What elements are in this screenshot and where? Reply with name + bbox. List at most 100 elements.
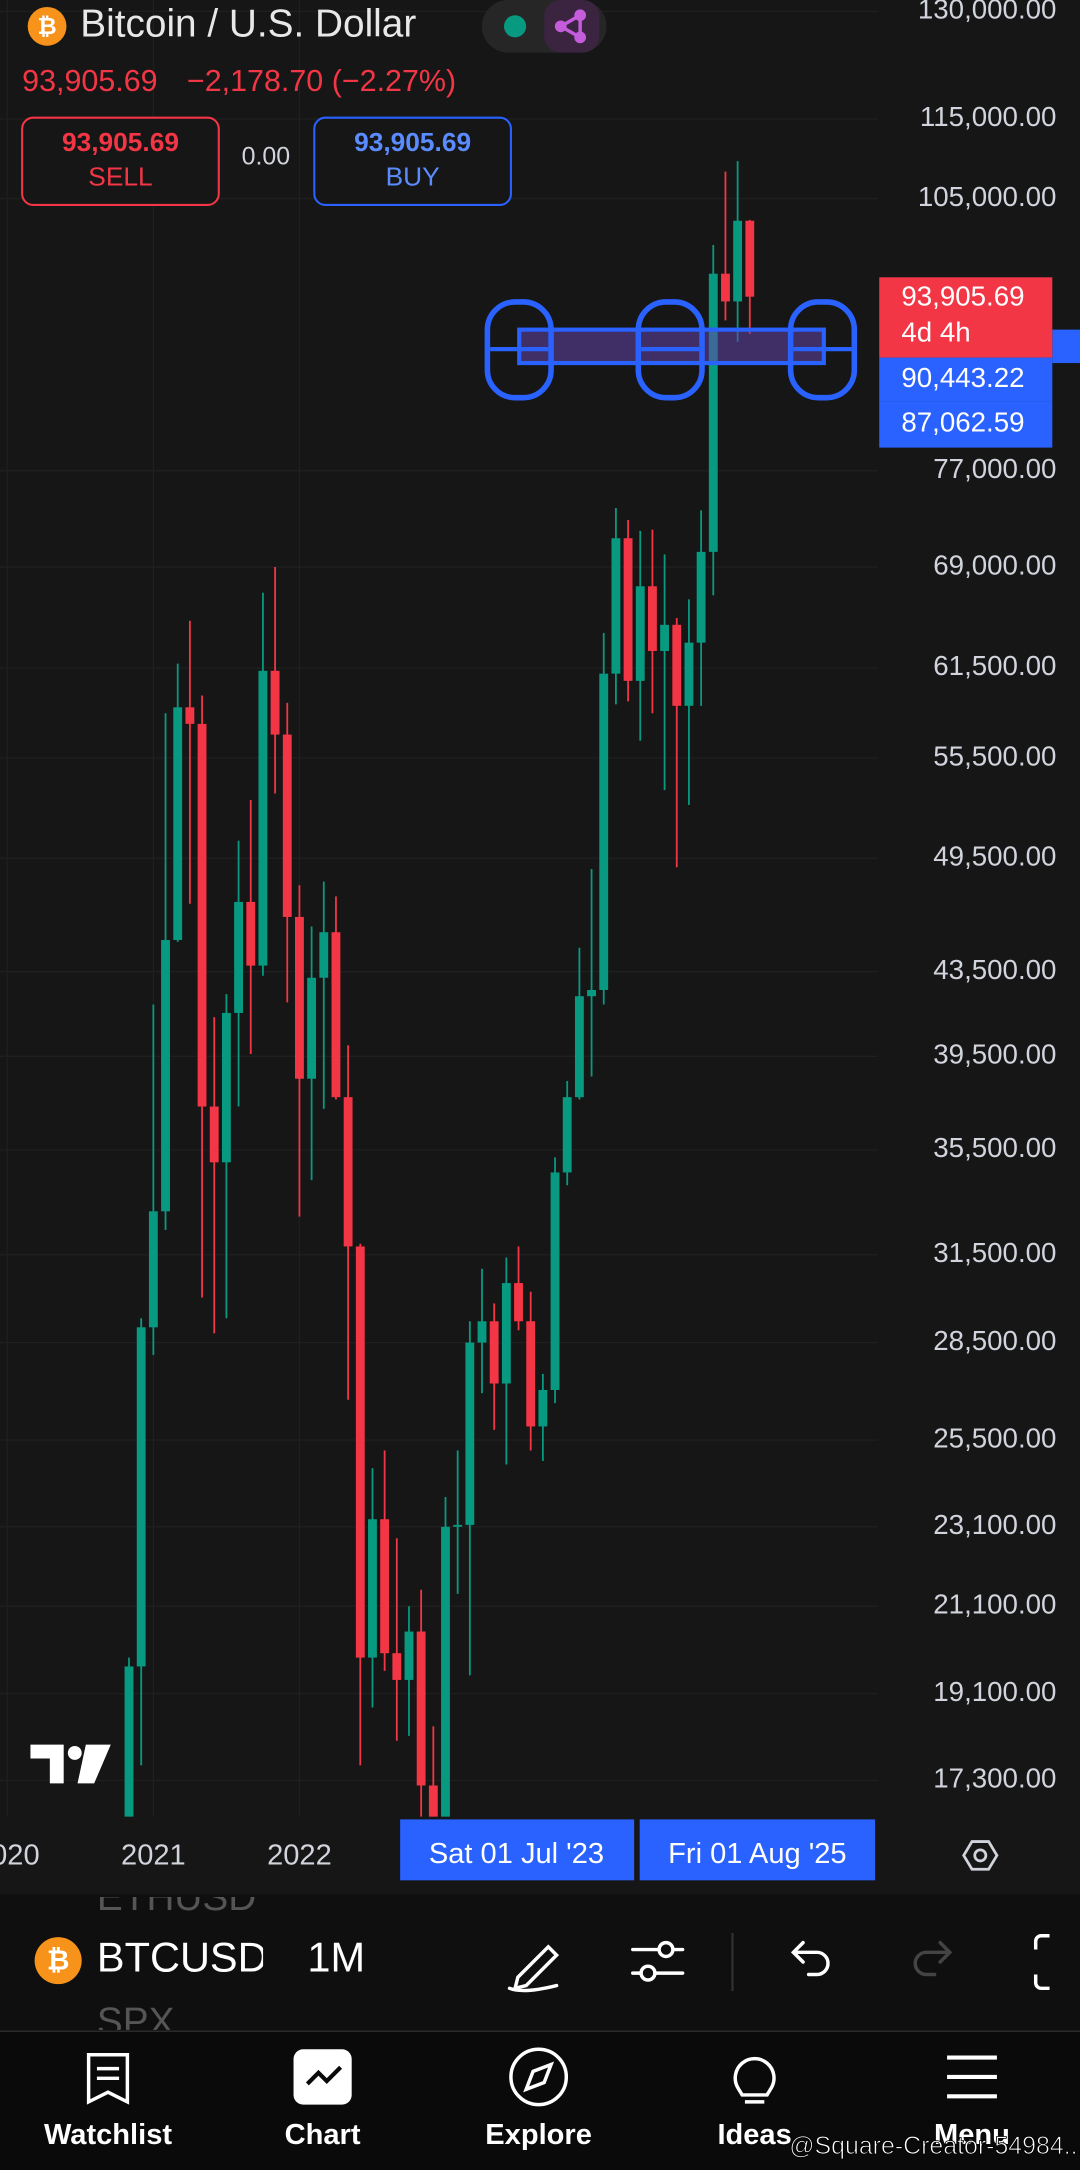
candle-body bbox=[148, 1211, 158, 1328]
buy-button[interactable] bbox=[313, 116, 512, 206]
buy-price: 93,905.69 bbox=[354, 127, 471, 157]
y-tick-label: 21,100.00 bbox=[933, 1589, 1056, 1620]
candle-body bbox=[234, 901, 243, 1013]
candle-body bbox=[368, 1519, 377, 1658]
candle-body bbox=[538, 1389, 548, 1427]
candle-body bbox=[514, 1283, 523, 1322]
indicators-icon[interactable] bbox=[631, 1940, 685, 1982]
sell-label: SELL bbox=[88, 162, 152, 192]
menu-icon[interactable] bbox=[947, 2055, 997, 2099]
candle-body bbox=[295, 916, 304, 1079]
share-icon-bg bbox=[544, 0, 600, 53]
band-top-label: 90,443.22 bbox=[901, 362, 1024, 393]
y-tick-label: 19,100.00 bbox=[933, 1676, 1056, 1707]
nav-label[interactable]: Ideas bbox=[717, 2119, 791, 2151]
sell-button[interactable] bbox=[21, 116, 220, 206]
y-tick-label: 105,000.00 bbox=[918, 181, 1057, 212]
candle-body bbox=[380, 1519, 390, 1654]
candle-body bbox=[258, 670, 268, 966]
nav-label[interactable]: Menu bbox=[934, 2119, 1010, 2151]
candle-body bbox=[355, 1246, 365, 1658]
watchlist-icon[interactable] bbox=[86, 2053, 130, 2105]
redo-icon[interactable] bbox=[913, 1940, 953, 1977]
prev-symbol: ETHUSD bbox=[97, 1876, 256, 1919]
tv-logo bbox=[30, 1744, 111, 1784]
candle-body bbox=[441, 1526, 450, 1817]
candle-body bbox=[550, 1172, 560, 1390]
candle-body bbox=[696, 551, 706, 643]
countdown-label: 4d 4h bbox=[901, 316, 970, 347]
settings-icon[interactable] bbox=[962, 1840, 999, 1871]
toolbar-bitcoin-glyph: ₿ bbox=[47, 1944, 70, 1975]
candle-body bbox=[611, 538, 621, 674]
undo-icon[interactable] bbox=[790, 1940, 830, 1977]
y-tick-label: 17,300.00 bbox=[933, 1763, 1056, 1794]
candle-body bbox=[136, 1327, 146, 1667]
candle-body bbox=[574, 996, 584, 1098]
band-handle[interactable] bbox=[635, 299, 705, 401]
candle-body bbox=[343, 1097, 353, 1247]
candle-body bbox=[623, 538, 633, 681]
band-handle[interactable] bbox=[484, 299, 554, 401]
candle-body bbox=[161, 939, 170, 1212]
range-end-label: Fri 01 Aug '25 bbox=[668, 1838, 846, 1870]
range-band bbox=[517, 327, 826, 366]
draw-tool-icon[interactable] bbox=[507, 1944, 560, 1993]
candle-body bbox=[197, 723, 207, 1107]
y-tick-label: 77,000.00 bbox=[933, 453, 1056, 484]
candle-body bbox=[319, 932, 329, 978]
x-tick-label: 2021 bbox=[121, 1839, 186, 1871]
candle-body bbox=[209, 1106, 219, 1163]
candle-body bbox=[672, 624, 682, 706]
nav-label[interactable]: Watchlist bbox=[44, 2119, 172, 2151]
candle-body bbox=[708, 273, 718, 552]
candle-body bbox=[647, 586, 657, 651]
candle-body bbox=[562, 1097, 572, 1173]
y-tick-label: 28,500.00 bbox=[933, 1325, 1056, 1356]
y-tick-label: 35,500.00 bbox=[933, 1132, 1056, 1163]
band-bottom-label: 87,062.59 bbox=[901, 406, 1024, 437]
range-start-label: Sat 01 Jul '23 bbox=[429, 1838, 604, 1870]
bitcoin-icon bbox=[27, 6, 67, 46]
ideas-icon[interactable] bbox=[733, 2056, 776, 2104]
candle-body bbox=[221, 1012, 231, 1163]
toolbar-interval[interactable]: 1M bbox=[307, 1934, 365, 1981]
toolbar-symbol[interactable]: BTCUSD bbox=[97, 1934, 268, 1981]
header-change: −2,178.70 (−2.27%) bbox=[187, 64, 456, 98]
nav-label[interactable]: Explore bbox=[485, 2119, 592, 2151]
chart-icon-line bbox=[305, 2065, 343, 2086]
explore-icon[interactable] bbox=[509, 2047, 569, 2107]
candle-body bbox=[453, 1524, 463, 1527]
y-tick-label: 49,500.00 bbox=[933, 841, 1056, 872]
candle-body bbox=[721, 273, 730, 302]
settings-icon-dot bbox=[973, 1848, 988, 1863]
candle-body bbox=[745, 220, 755, 297]
toolbar-bitcoin-icon bbox=[34, 1937, 82, 1985]
nav-bar bbox=[0, 2031, 1080, 2170]
y-tick-label: 25,500.00 bbox=[933, 1422, 1056, 1453]
y-tick-label: 31,500.00 bbox=[933, 1237, 1056, 1268]
candle-body bbox=[392, 1653, 402, 1680]
candle-body bbox=[733, 220, 743, 302]
candle-body bbox=[185, 707, 195, 724]
candle-body bbox=[124, 1666, 134, 1817]
share-icon bbox=[554, 9, 587, 44]
nav-label[interactable]: Chart bbox=[285, 2119, 361, 2151]
x-tick-label: 2022 bbox=[267, 1839, 332, 1871]
explore-needle bbox=[523, 2061, 555, 2093]
symbol-title[interactable]: Bitcoin / U.S. Dollar bbox=[80, 3, 416, 46]
candle-body bbox=[477, 1321, 487, 1343]
y-tick-label: 130,000.00 bbox=[918, 0, 1057, 25]
fullscreen-icon[interactable] bbox=[1033, 1933, 1050, 1991]
spread: 0.00 bbox=[242, 142, 290, 170]
candle-body bbox=[307, 977, 317, 1079]
y-tick-label: 39,500.00 bbox=[933, 1039, 1056, 1070]
candle-body bbox=[404, 1631, 414, 1680]
band-bottom-tag bbox=[879, 401, 1053, 448]
overlay: 93,905.69 4d 4h 90,443.22 87,062.59 bbox=[484, 277, 1080, 448]
y-tick-label: 69,000.00 bbox=[933, 549, 1056, 580]
candle-body bbox=[331, 932, 341, 1098]
band-handle[interactable] bbox=[787, 299, 858, 401]
